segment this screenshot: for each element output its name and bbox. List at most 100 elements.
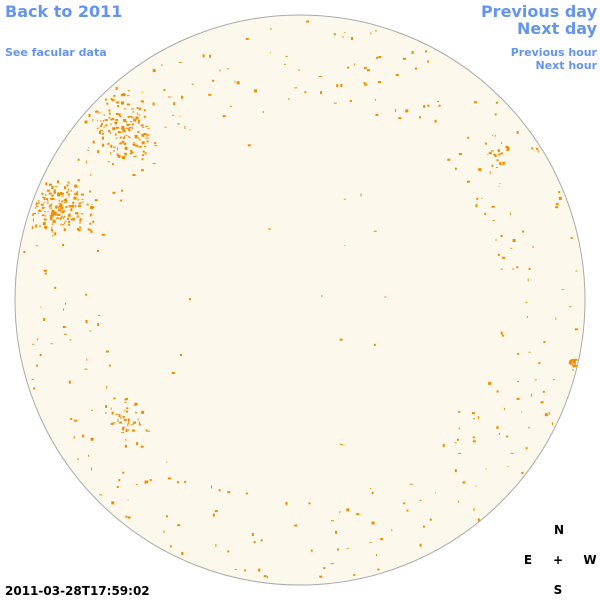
facula	[76, 216, 80, 218]
facula	[51, 229, 53, 233]
facula	[263, 575, 267, 578]
facula	[90, 230, 93, 234]
next-hour-link[interactable]: Next hour	[536, 59, 598, 72]
facula	[123, 118, 127, 122]
facula	[532, 245, 534, 248]
facula	[131, 108, 135, 110]
facula	[64, 220, 67, 222]
facula	[569, 360, 573, 362]
facula	[140, 445, 144, 448]
facula	[61, 224, 64, 226]
facula	[526, 315, 528, 318]
facula	[254, 89, 258, 93]
facula	[478, 416, 480, 420]
facula	[485, 468, 487, 470]
facula	[574, 365, 578, 367]
back-link[interactable]: Back to 2011	[5, 2, 122, 21]
facula	[370, 32, 372, 35]
facula	[117, 131, 121, 134]
facula	[127, 128, 130, 131]
facula	[127, 499, 129, 501]
facula	[125, 134, 128, 136]
facula	[54, 286, 57, 289]
facula	[212, 79, 215, 82]
next-day-link[interactable]: Next day	[517, 19, 598, 38]
facula	[61, 215, 64, 217]
facula	[143, 115, 146, 118]
facula	[146, 480, 149, 484]
facula	[251, 533, 254, 536]
facula	[172, 114, 175, 116]
facula	[343, 198, 346, 200]
facula	[288, 98, 290, 100]
facula	[528, 427, 530, 429]
facula	[555, 206, 559, 209]
facula	[128, 421, 130, 425]
facula	[347, 66, 350, 69]
previous-hour-link[interactable]: Previous hour	[511, 46, 598, 59]
facula	[152, 162, 156, 164]
facula	[132, 422, 134, 426]
facula	[44, 225, 48, 229]
facula	[491, 205, 495, 208]
facula	[181, 552, 184, 555]
facula	[96, 110, 99, 113]
facula	[145, 137, 149, 139]
facula	[531, 393, 533, 397]
facula	[330, 563, 334, 565]
facula	[42, 214, 45, 217]
facula	[108, 117, 111, 119]
facula	[63, 333, 67, 335]
facula	[143, 109, 146, 112]
facula	[147, 430, 150, 432]
facula	[124, 135, 126, 138]
facula	[67, 214, 71, 217]
facula	[285, 501, 288, 505]
facula	[115, 122, 118, 125]
facula	[502, 256, 506, 259]
facula	[429, 518, 432, 521]
facula	[103, 126, 105, 129]
facula	[122, 93, 126, 97]
facula	[119, 142, 123, 145]
facula	[425, 50, 428, 53]
facula	[68, 217, 69, 220]
previous-day-link[interactable]: Previous day	[481, 2, 598, 21]
facula	[164, 126, 167, 128]
facula	[472, 440, 476, 443]
facula	[376, 554, 377, 557]
facula	[113, 397, 116, 400]
facula	[111, 411, 114, 415]
timestamp: 2011-03-28T17:59:02	[5, 584, 150, 598]
facula	[77, 197, 79, 201]
facula	[384, 296, 387, 298]
facula	[458, 427, 460, 430]
facula	[42, 222, 46, 226]
facula	[110, 98, 113, 101]
facular-link[interactable]: See facular data	[5, 46, 107, 59]
facula	[212, 513, 215, 517]
facula	[48, 192, 52, 195]
facula	[96, 119, 98, 121]
facula	[49, 204, 53, 206]
facula	[97, 150, 100, 154]
facula	[58, 209, 61, 212]
facula	[54, 232, 57, 236]
facula	[36, 206, 39, 208]
facula	[105, 405, 108, 408]
facula	[142, 154, 145, 157]
facula	[61, 200, 64, 203]
facula	[112, 117, 115, 120]
facula	[218, 489, 221, 492]
facula	[447, 158, 451, 161]
facula	[501, 142, 503, 145]
facula	[104, 119, 108, 122]
facula	[50, 197, 53, 200]
facula	[31, 379, 34, 381]
facula	[118, 113, 121, 117]
facula	[543, 340, 546, 343]
facula	[555, 317, 557, 320]
facula	[473, 508, 475, 511]
facula	[484, 142, 487, 145]
